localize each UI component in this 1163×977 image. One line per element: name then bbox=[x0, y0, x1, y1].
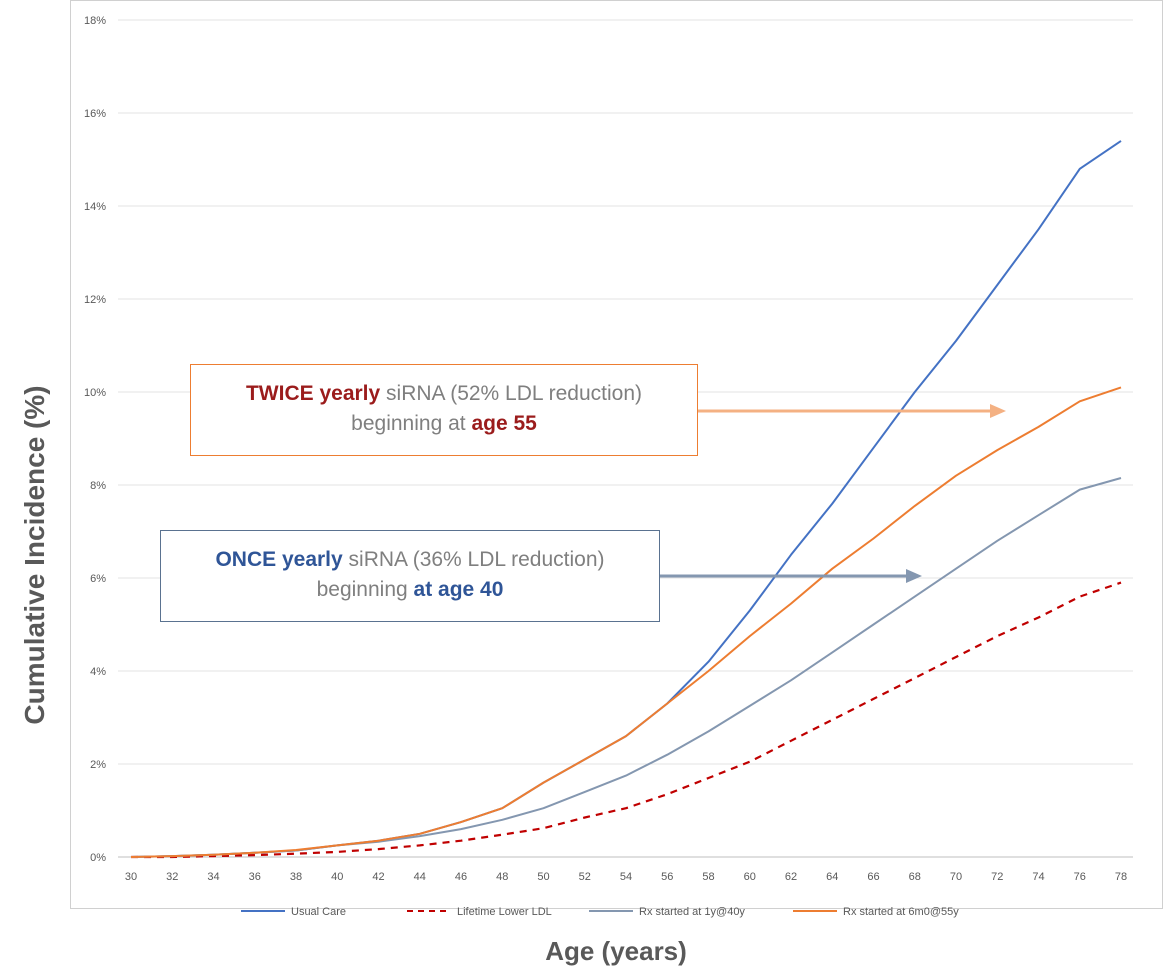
y-tick-label: 8% bbox=[90, 480, 106, 492]
x-tick-label: 40 bbox=[331, 871, 343, 883]
annotation-once-line1: ONCE yearly siRNA (36% LDL reduction) bbox=[161, 545, 659, 575]
y-tick-label: 14% bbox=[84, 201, 106, 213]
series-line bbox=[131, 581, 1122, 859]
annotation-once-line2: beginning at age 40 bbox=[161, 575, 659, 605]
x-tick-label: 32 bbox=[166, 871, 178, 883]
legend-label: Lifetime Lower LDL bbox=[457, 906, 552, 918]
x-tick-label: 52 bbox=[579, 871, 591, 883]
y-tick-label: 4% bbox=[90, 666, 106, 678]
x-tick-label: 42 bbox=[372, 871, 384, 883]
series-line bbox=[130, 386, 1122, 858]
x-tick-label: 68 bbox=[909, 871, 921, 883]
y-tick-label: 0% bbox=[90, 852, 106, 864]
y-tick-label: 16% bbox=[84, 108, 106, 120]
x-tick-label: 30 bbox=[125, 871, 137, 883]
legend-label: Rx started at 6m0@55y bbox=[843, 906, 959, 918]
x-tick-label: 34 bbox=[207, 871, 219, 883]
annotation-twice-yearly: TWICE yearly siRNA (52% LDL reduction) b… bbox=[190, 364, 698, 456]
x-tick-label: 64 bbox=[826, 871, 838, 883]
x-tick-label: 70 bbox=[950, 871, 962, 883]
x-tick-label: 54 bbox=[620, 871, 632, 883]
y-axis-label: Cumulative Incidence (%) bbox=[19, 385, 50, 725]
annotation-twice-line1: TWICE yearly siRNA (52% LDL reduction) bbox=[191, 379, 697, 409]
x-tick-label: 74 bbox=[1032, 871, 1044, 883]
annotation-arrows bbox=[660, 404, 1006, 583]
annotation-once-text1: siRNA (36% LDL reduction) bbox=[342, 548, 605, 571]
series-lines bbox=[130, 140, 1122, 859]
legend-label: Usual Care bbox=[291, 906, 346, 918]
annotation-twice-text2: beginning at bbox=[351, 412, 472, 435]
legend-label: Rx started at 1y@40y bbox=[639, 906, 745, 918]
y-tick-label: 6% bbox=[90, 573, 106, 585]
x-tick-label: 62 bbox=[785, 871, 797, 883]
x-tick-label: 38 bbox=[290, 871, 302, 883]
arrow-head bbox=[906, 569, 922, 583]
y-tick-label: 2% bbox=[90, 759, 106, 771]
annotation-twice-strong2: age 55 bbox=[471, 412, 537, 435]
x-tick-label: 72 bbox=[991, 871, 1003, 883]
x-tick-label: 78 bbox=[1115, 871, 1127, 883]
y-tick-label: 12% bbox=[84, 294, 106, 306]
x-tick-label: 46 bbox=[455, 871, 467, 883]
x-tick-label: 48 bbox=[496, 871, 508, 883]
x-tick-label: 66 bbox=[867, 871, 879, 883]
y-tick-label: 10% bbox=[84, 387, 106, 399]
x-tick-label: 56 bbox=[661, 871, 673, 883]
x-tick-label: 58 bbox=[702, 871, 714, 883]
x-tick-label: 76 bbox=[1074, 871, 1086, 883]
x-tick-label: 50 bbox=[537, 871, 549, 883]
x-tick-label: 44 bbox=[414, 871, 426, 883]
annotation-once-yearly: ONCE yearly siRNA (36% LDL reduction) be… bbox=[160, 530, 660, 622]
annotation-twice-line2: beginning at age 55 bbox=[191, 409, 697, 439]
x-axis-label: Age (years) bbox=[545, 936, 687, 966]
x-tick-label: 36 bbox=[249, 871, 261, 883]
axis-ticks: 0% 2% 4% 6% 8% 10% 12% 14% 16% 18% 30 32 34 36 38 40 42 4… bbox=[84, 15, 1127, 883]
gridlines bbox=[118, 19, 1133, 858]
legend: Usual Care Lifetime Lower LDL Rx started a… bbox=[241, 906, 959, 918]
annotation-once-text2: beginning bbox=[316, 578, 414, 601]
annotation-twice-strong: TWICE yearly bbox=[245, 382, 381, 405]
annotation-twice-text1: siRNA (52% LDL reduction) bbox=[380, 382, 643, 405]
y-tick-label: 18% bbox=[84, 15, 106, 27]
series-line bbox=[130, 140, 1122, 858]
arrow-head bbox=[990, 404, 1006, 418]
annotation-once-strong2: at age 40 bbox=[413, 578, 504, 601]
annotation-once-strong: ONCE yearly bbox=[215, 548, 343, 571]
x-tick-label: 60 bbox=[744, 871, 756, 883]
